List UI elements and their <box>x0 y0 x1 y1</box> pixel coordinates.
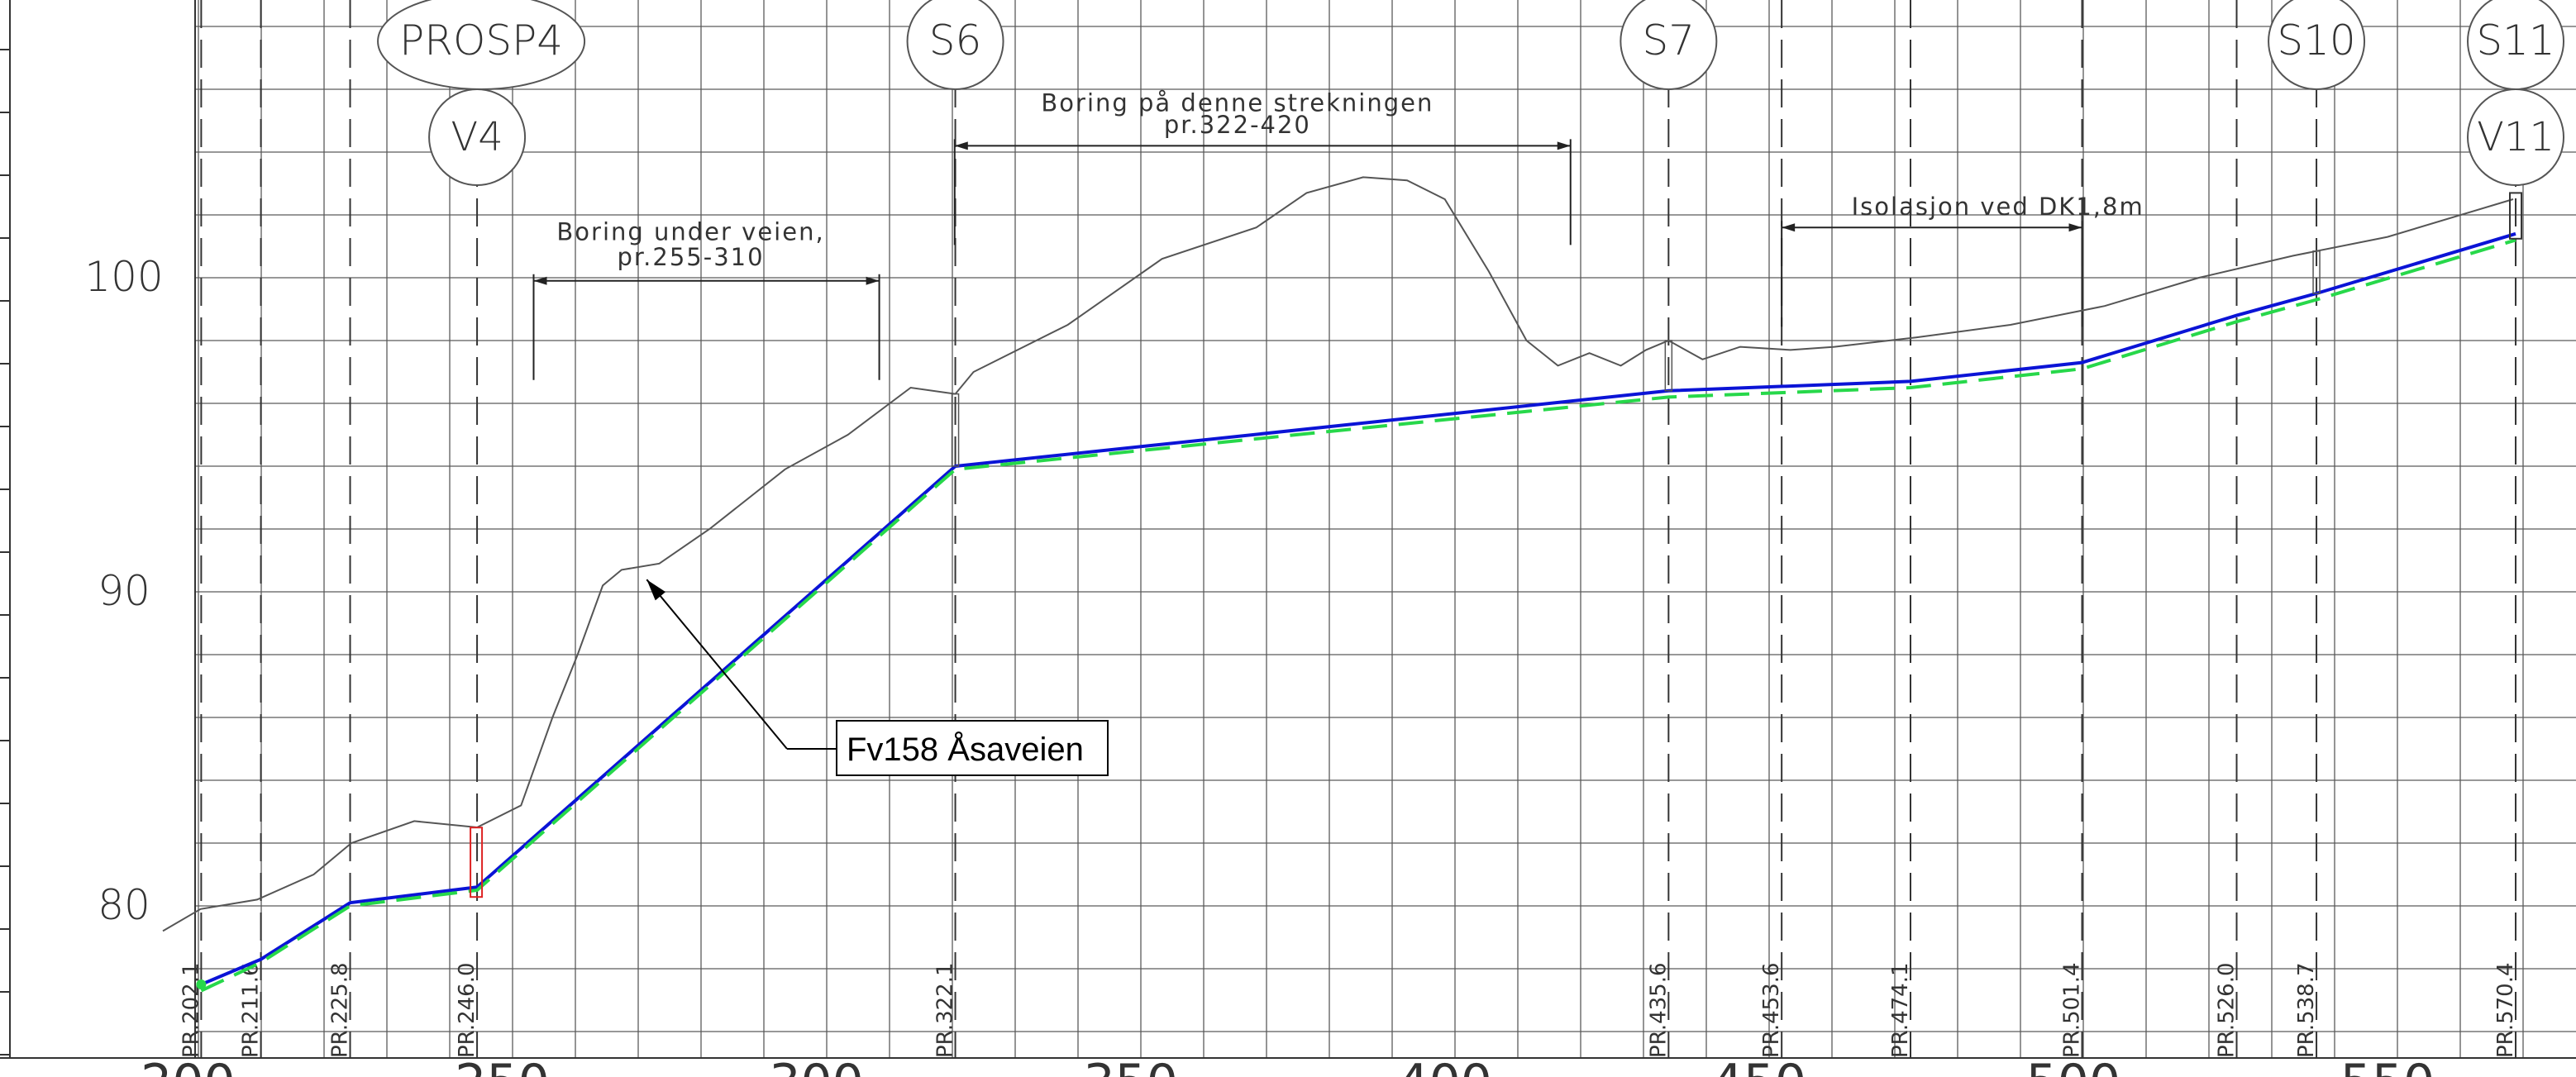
x-axis-tick-label: 250 <box>455 1054 550 1077</box>
station-label: PR.246.0 <box>455 962 479 1058</box>
dimension-arrowhead <box>1557 141 1571 150</box>
callout-box <box>836 720 1109 776</box>
manhole-bottom-label: V4 <box>451 114 503 160</box>
manhole-shaft <box>951 393 960 467</box>
profile-series <box>162 176 2523 993</box>
manhole-bottom-circle <box>428 88 527 186</box>
dimension-arrowhead <box>954 141 968 150</box>
manhole-top-circle <box>2268 0 2366 90</box>
station-label: PR.211.6 <box>239 962 264 1058</box>
manhole-shaft-end <box>2509 192 2523 240</box>
pipe-line-blue <box>200 231 2516 986</box>
manhole-top-circle <box>906 0 1004 90</box>
manhole-top-circle <box>1620 0 1718 90</box>
annotation-text: pr.255-310 <box>618 243 765 271</box>
station-label: PR.435.6 <box>1646 962 1671 1058</box>
callout-arrowhead <box>646 579 666 601</box>
x-axis: 200 250 300 350 400 450 500 550 <box>141 1054 2435 1077</box>
annotation-text: Boring under veien, <box>556 217 824 245</box>
manhole-shaft <box>1664 340 1673 392</box>
x-axis-tick-label: 550 <box>2340 1054 2435 1077</box>
manhole-symbols: PROSP4 V4 S6 S7 S10 S11 V11 <box>377 0 2565 186</box>
x-axis-tick-label: 400 <box>1397 1054 1492 1077</box>
y-axis-tick-label: 100 <box>84 253 163 301</box>
y-axis-tick-label: 90 <box>98 567 150 615</box>
station-label: PR.322.1 <box>933 962 958 1058</box>
manhole-shaft <box>2312 250 2321 294</box>
dimension-arrowhead <box>2068 223 2082 232</box>
y-axis-tick-label: 80 <box>98 881 150 929</box>
annotation-text: Boring på denne strekningen <box>1041 89 1433 117</box>
station-label: PR.202.1 <box>179 962 203 1058</box>
x-axis-tick-label: 500 <box>2026 1054 2121 1077</box>
station-label: PR.453.6 <box>1759 962 1784 1058</box>
station-label: PR.501.4 <box>2060 962 2085 1058</box>
x-axis-tick-label: 350 <box>1083 1054 1178 1077</box>
manhole-bottom-label: V11 <box>2477 114 2555 160</box>
y-axis: 100 90 80 <box>84 253 163 929</box>
manhole-top-label: S11 <box>2476 17 2555 64</box>
manhole-top-label: S6 <box>929 17 982 64</box>
manhole-bottom-circle <box>2467 88 2565 186</box>
callout-label: Fv158 Åsaveien <box>847 731 1084 768</box>
x-axis-tick-label: 300 <box>769 1054 864 1077</box>
terrain-line <box>162 176 2514 932</box>
dimension-lines <box>532 139 2083 380</box>
dimension-arrowhead <box>533 276 547 285</box>
station-label: PR.474.1 <box>1888 962 1913 1058</box>
x-axis-tick-label: 450 <box>1712 1054 1807 1077</box>
station-label: PR.225.8 <box>328 962 353 1058</box>
station-label: PR.570.4 <box>2493 962 2518 1058</box>
road-callout: Fv158 Åsaveien <box>646 579 1109 776</box>
manhole-top-label: PROSP4 <box>399 17 563 64</box>
manhole-top-label: S7 <box>1643 17 1696 64</box>
dimension-arrowhead <box>866 276 880 285</box>
x-axis-tick-label: 200 <box>141 1054 236 1077</box>
dimension-arrowhead <box>1782 223 1796 232</box>
annotation-text: pr.322-420 <box>1164 111 1311 139</box>
manhole-shaft-red <box>470 827 484 898</box>
pipe-line-green-dashed <box>200 238 2516 993</box>
station-label: PR.538.7 <box>2294 962 2319 1058</box>
station-label: PR.526.0 <box>2215 962 2240 1058</box>
callout-leader <box>646 579 788 750</box>
manhole-top-label: S10 <box>2277 17 2355 64</box>
annotation-text: Isolasjon ved DK1,8m <box>1852 193 2144 221</box>
start-marker <box>196 979 207 989</box>
annotation-texts: Boring under veien,pr.255-310 Boring på d… <box>556 89 2144 271</box>
